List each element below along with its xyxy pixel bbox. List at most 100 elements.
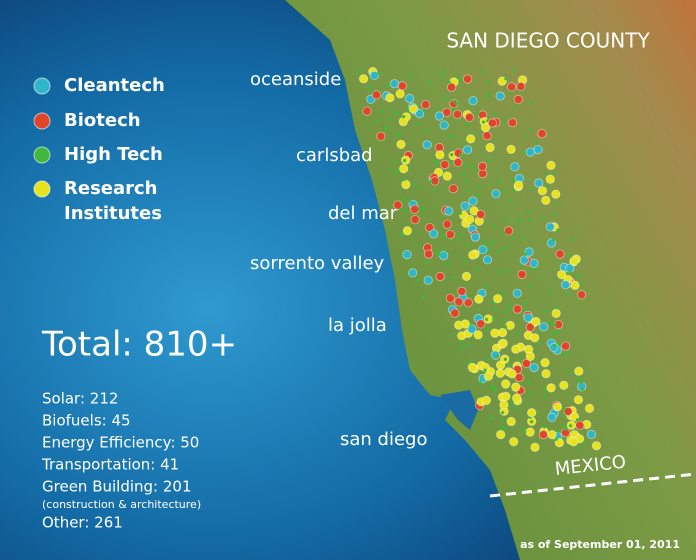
company-dot xyxy=(560,280,571,290)
company-dot xyxy=(534,178,544,188)
company-dot xyxy=(557,429,561,433)
company-dot xyxy=(529,100,534,104)
company-dot xyxy=(568,424,573,428)
company-dot xyxy=(460,201,470,211)
company-dot xyxy=(507,118,518,128)
company-dot xyxy=(492,224,497,228)
company-dot xyxy=(394,171,398,175)
company-dot xyxy=(503,357,507,361)
company-dot xyxy=(465,214,475,224)
company-dot xyxy=(402,115,406,119)
company-dot xyxy=(422,207,426,211)
company-dot xyxy=(356,70,360,74)
company-dot xyxy=(456,237,460,242)
company-dot xyxy=(499,400,509,410)
company-dot xyxy=(523,151,527,155)
company-dot xyxy=(527,380,531,384)
company-dot xyxy=(423,275,433,285)
company-dot xyxy=(525,147,536,157)
company-dot xyxy=(402,226,412,236)
company-dot xyxy=(474,294,484,304)
company-dot xyxy=(562,407,567,411)
company-dot xyxy=(395,111,400,116)
company-dot xyxy=(433,188,437,192)
company-dot xyxy=(569,256,579,266)
company-dot xyxy=(557,343,561,347)
company-dot xyxy=(450,275,454,280)
company-dot xyxy=(459,153,463,157)
company-dot xyxy=(389,79,400,89)
company-dot xyxy=(567,369,572,374)
company-dot xyxy=(502,231,506,235)
company-dot xyxy=(470,165,474,169)
company-dot xyxy=(543,308,547,313)
company-dot xyxy=(485,94,490,99)
border-line xyxy=(489,472,696,498)
company-dot xyxy=(462,172,466,176)
company-dot xyxy=(487,248,491,252)
company-dot xyxy=(463,298,473,308)
company-dot xyxy=(547,290,552,294)
company-dot xyxy=(548,320,552,324)
place-label: la jolla xyxy=(328,315,387,336)
company-dot xyxy=(537,341,541,345)
company-dot xyxy=(501,379,511,389)
company-dot xyxy=(473,330,483,340)
company-dot xyxy=(491,240,495,244)
company-dot xyxy=(502,318,507,322)
company-dot xyxy=(502,291,506,295)
company-dot xyxy=(427,80,431,84)
company-dot xyxy=(460,339,464,344)
company-dot xyxy=(403,158,407,163)
company-dot xyxy=(433,159,437,163)
company-dot xyxy=(500,411,505,415)
company-dot xyxy=(483,337,487,341)
company-dot xyxy=(416,278,420,282)
company-dot xyxy=(541,369,551,379)
company-dot xyxy=(399,164,409,174)
company-dot xyxy=(434,111,444,121)
company-dot xyxy=(421,100,431,110)
company-dot xyxy=(369,70,379,81)
company-dot xyxy=(553,323,557,327)
company-dot xyxy=(464,112,474,122)
company-dot xyxy=(527,218,531,222)
company-dot xyxy=(481,120,486,124)
company-dot xyxy=(408,104,418,114)
company-dot xyxy=(462,74,473,84)
company-dot xyxy=(453,157,463,167)
company-dot xyxy=(468,196,478,206)
company-dot xyxy=(495,91,505,101)
company-dot xyxy=(475,268,479,272)
company-dot xyxy=(551,189,561,199)
company-dot xyxy=(584,403,595,413)
company-dot xyxy=(525,301,529,305)
company-dot xyxy=(493,112,497,116)
company-dot xyxy=(487,357,491,361)
legend-label: High Tech xyxy=(64,144,163,165)
company-dot xyxy=(553,344,557,348)
company-dot xyxy=(395,89,405,99)
stat-line: Other: 261 xyxy=(42,514,123,532)
company-dot xyxy=(487,159,491,163)
company-dot xyxy=(525,322,535,332)
company-dot xyxy=(380,109,384,113)
company-dot xyxy=(414,243,418,247)
company-dots xyxy=(356,67,602,452)
company-dot xyxy=(489,416,493,420)
company-dot xyxy=(555,306,559,310)
company-dot xyxy=(531,316,541,327)
company-dot xyxy=(396,134,400,138)
company-dot xyxy=(376,119,380,123)
company-dot xyxy=(542,216,546,220)
company-dot xyxy=(512,288,522,298)
company-dot xyxy=(388,118,392,122)
company-dot xyxy=(511,178,515,183)
company-dot xyxy=(504,310,508,314)
company-dot xyxy=(498,270,502,274)
company-dot xyxy=(476,209,486,219)
company-dot xyxy=(506,416,516,427)
company-dot xyxy=(368,85,372,89)
company-dot xyxy=(389,167,393,171)
company-dot xyxy=(483,368,487,372)
